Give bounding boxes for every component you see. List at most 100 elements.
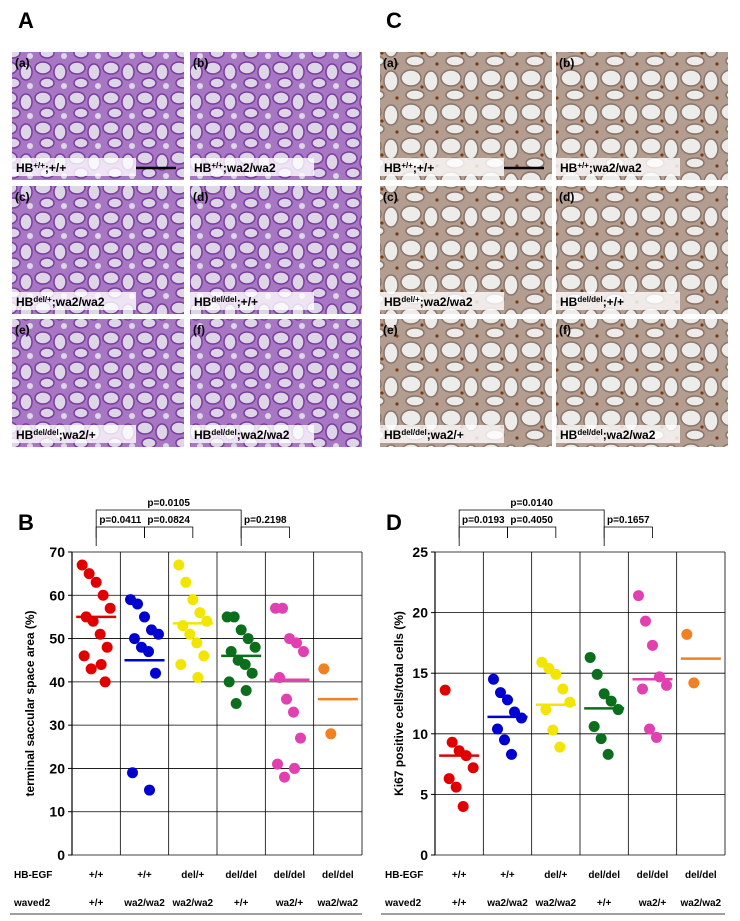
data-dot (90, 576, 102, 588)
data-dot (288, 706, 299, 718)
data-dot (144, 784, 155, 796)
row-label: HB-EGF (14, 870, 52, 881)
genotype-rest: ;wa2/wa2 (237, 428, 290, 442)
significance-bracket (240, 526, 290, 538)
category-label: del/del (274, 870, 306, 881)
category-label: del/del (225, 870, 257, 881)
allele-superscript: del/del (33, 428, 58, 437)
image-tag: (e) (383, 323, 398, 337)
row-label: waved2 (13, 898, 51, 909)
data-dot (457, 801, 469, 813)
data-dot (132, 598, 143, 610)
caption-bg (190, 158, 314, 176)
data-dot (240, 685, 252, 697)
p-value: p=0.0105 (147, 498, 190, 509)
significance-bracket (458, 526, 508, 538)
gene: HB (16, 295, 34, 309)
data-dot (584, 651, 596, 663)
category-label: +/+ (89, 898, 104, 909)
data-dot (318, 663, 330, 675)
category-label: del/+ (544, 870, 567, 881)
significance-bracket (95, 526, 145, 538)
data-dot (281, 693, 292, 705)
y-tick-label: 20 (412, 605, 428, 621)
panel-letter: A (18, 8, 34, 33)
data-dot (277, 602, 288, 614)
data-dot (127, 767, 138, 779)
category-label: +/+ (452, 870, 467, 881)
data-dot (78, 650, 90, 662)
data-dot (228, 611, 240, 623)
data-dot (104, 602, 116, 614)
caption-bg (12, 158, 136, 176)
data-dot (272, 758, 283, 770)
caption-bg (380, 158, 504, 176)
data-dot (325, 728, 337, 740)
data-dot (443, 773, 455, 785)
data-dot (499, 734, 510, 746)
genotype-caption: HBdel/del;wa2/+ (16, 428, 96, 443)
allele-superscript: del/+ (33, 295, 52, 304)
genotype-caption: HBdel/del;+/+ (560, 295, 624, 310)
image-tag: (f) (559, 323, 571, 337)
image-tag: (b) (193, 56, 208, 70)
y-tick-label: 0 (57, 847, 65, 863)
category-label: wa2/wa2 (535, 898, 577, 909)
data-dot (681, 628, 693, 640)
image-tag: (e) (15, 323, 30, 337)
category-label: +/+ (89, 870, 104, 881)
data-dot (101, 641, 113, 653)
data-dot (198, 650, 210, 662)
p-value: p=0.2198 (244, 515, 287, 526)
image-tag: (d) (193, 190, 208, 204)
genotype-rest: ;+/+ (413, 161, 434, 175)
genotype-caption: HBdel/del;wa2/wa2 (560, 428, 656, 443)
data-dot (647, 639, 658, 651)
data-dot (450, 781, 462, 793)
data-dot (274, 672, 285, 684)
data-dot (225, 646, 237, 658)
data-dot (654, 671, 665, 683)
genotype-rest: ;wa2/wa2 (589, 161, 642, 175)
data-dot (495, 687, 506, 699)
data-dot (177, 620, 189, 632)
image-tag: (c) (383, 190, 398, 204)
data-dot (492, 723, 503, 735)
category-label: del/del (685, 870, 717, 881)
micrograph-panels: A(a)HB+/+;+/+(b)HB+/+;wa2/wa2(c)HBdel/+;… (12, 8, 728, 447)
gene: HB (384, 428, 402, 442)
p-value: p=0.0411 (99, 515, 141, 526)
data-dot (129, 633, 140, 645)
allele-superscript: +/+ (33, 161, 45, 170)
genotype-caption: HB+/+;+/+ (384, 161, 434, 176)
data-dot (192, 672, 204, 684)
data-dot (540, 704, 552, 716)
image-tag: (d) (559, 190, 574, 204)
data-dot (651, 731, 662, 743)
genotype-caption: HBdel/del;+/+ (194, 295, 258, 310)
genotype-rest: ;wa2/+ (427, 428, 464, 442)
genotype-rest: ;wa2/wa2 (223, 161, 276, 175)
data-dot (139, 611, 150, 623)
data-dot (97, 589, 109, 601)
data-dot (291, 637, 302, 649)
data-dot (279, 771, 290, 783)
gene: HB (16, 161, 34, 175)
allele-superscript: del/+ (401, 295, 420, 304)
significance-bracket (603, 526, 653, 538)
data-dot (467, 762, 479, 774)
y-tick-label: 5 (420, 786, 428, 802)
genotype-caption: HB+/+;wa2/wa2 (194, 161, 276, 176)
data-dot (150, 667, 161, 679)
data-dot (591, 668, 603, 680)
allele-superscript: del/del (577, 428, 602, 437)
category-label: +/+ (597, 898, 612, 909)
y-tick-label: 30 (49, 717, 65, 733)
data-dot (242, 633, 254, 645)
data-dot (95, 659, 107, 671)
genotype-rest: ;+/+ (603, 295, 624, 309)
y-tick-label: 70 (49, 544, 65, 560)
panel-letter: C (386, 8, 402, 33)
gene: HB (560, 161, 578, 175)
